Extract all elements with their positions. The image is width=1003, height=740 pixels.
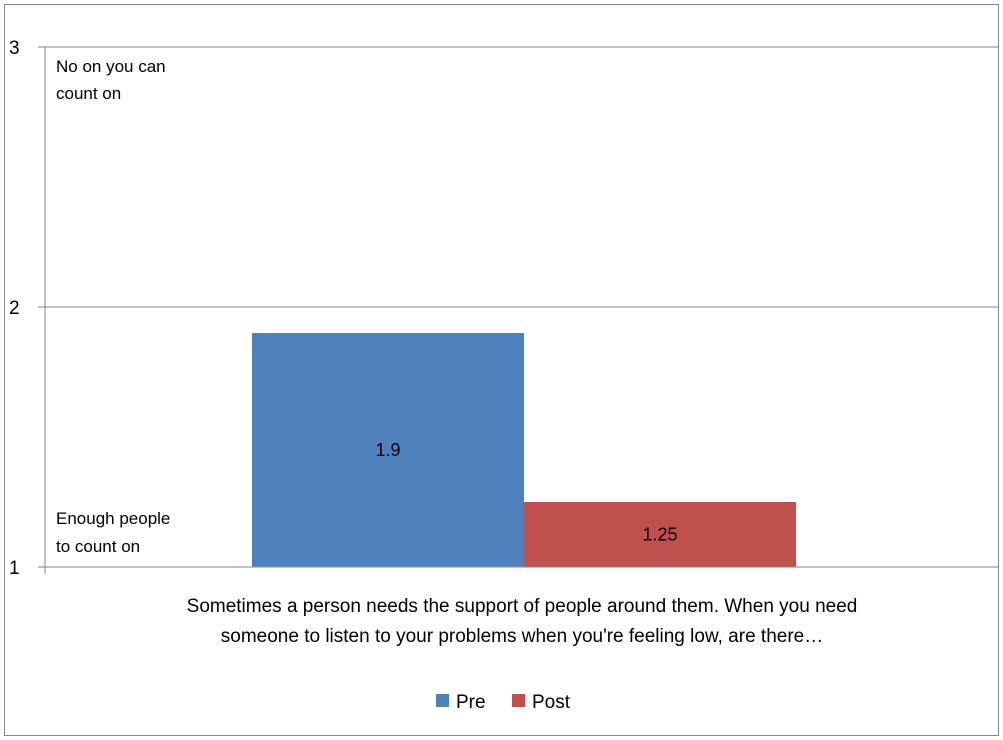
annotation-bottom-line-2: to count on [56,537,140,556]
legend: Pre Post [436,692,571,713]
category-label-line-1: Sometimes a person needs the support of … [187,596,858,617]
data-label-post: 1.25 [642,525,677,545]
data-label-pre: 1.9 [375,440,400,460]
legend-swatch-post [512,694,525,707]
annotation-top-line-1: No on you can [56,57,166,76]
bar-post [524,502,796,567]
y-tick-label-2: 2 [9,298,20,319]
category-label-line-2: someone to listen to your problems when … [221,626,823,647]
y-tick-label-1: 1 [9,558,20,579]
annotation-top-line-2: count on [56,84,121,103]
bar-pre [252,333,524,567]
legend-label-post: Post [532,692,571,713]
legend-swatch-pre [436,694,449,707]
annotation-bottom-line-1: Enough people [56,509,170,528]
legend-label-pre: Pre [456,692,486,713]
y-tick-label-3: 3 [9,38,20,59]
